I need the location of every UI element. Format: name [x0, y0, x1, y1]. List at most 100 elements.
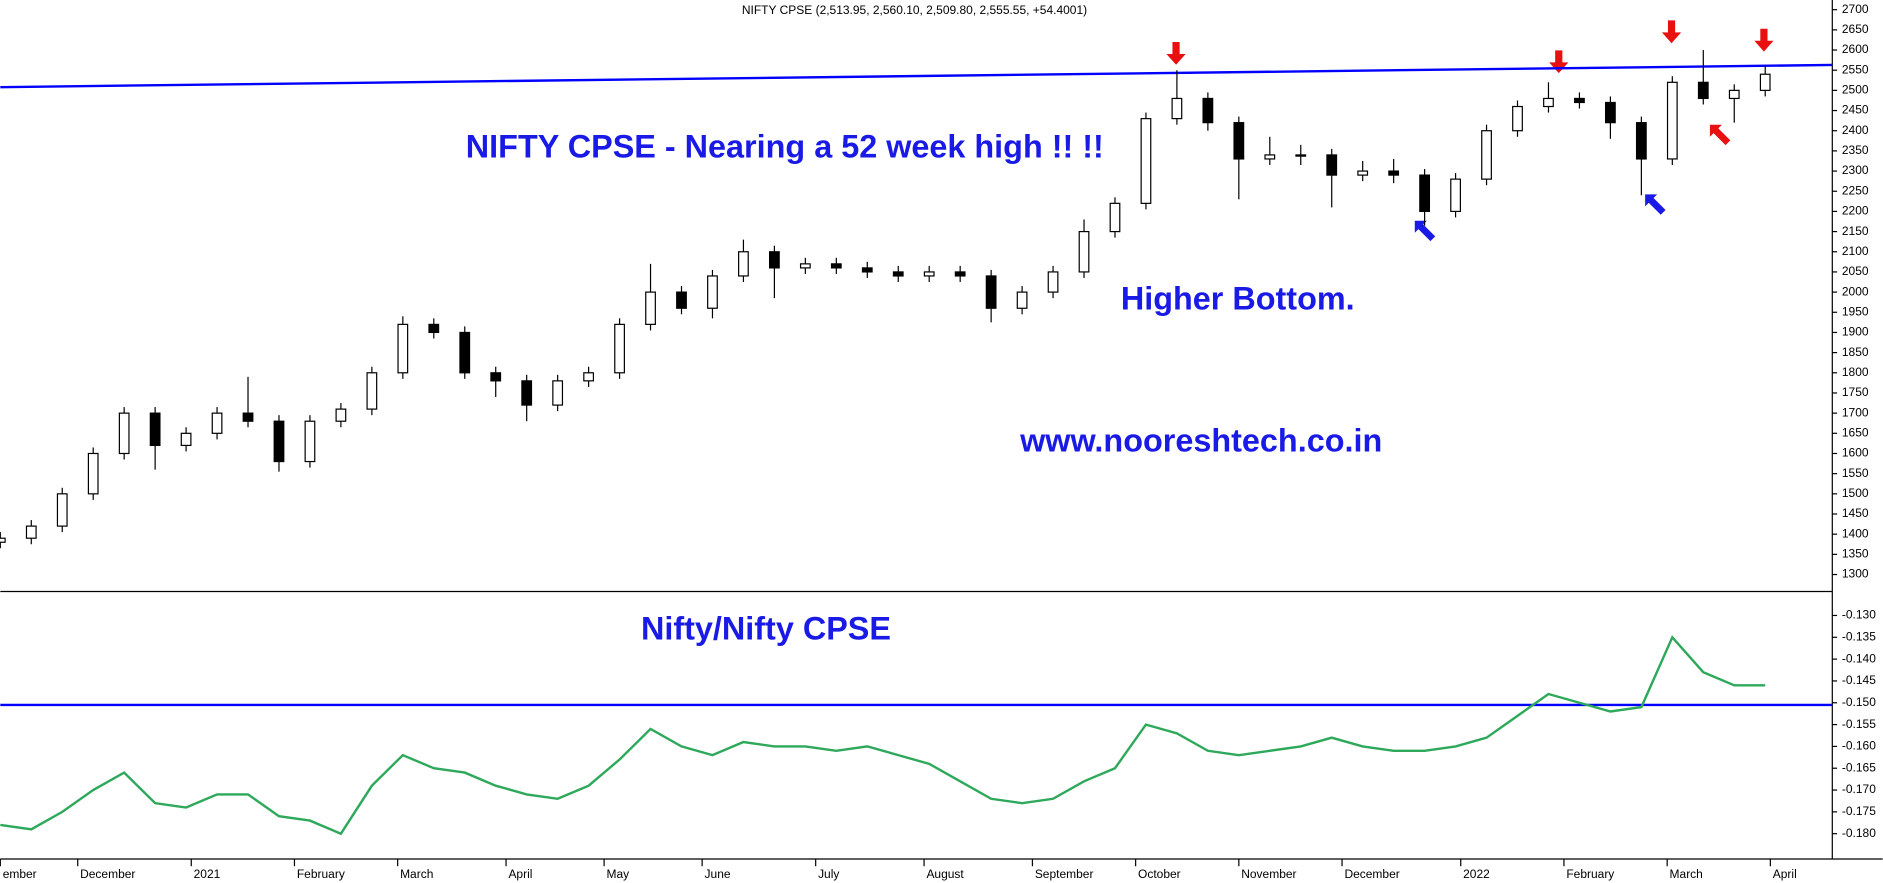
candle-body	[0, 537, 6, 543]
x-tick-label: July	[818, 867, 839, 881]
candle-body	[583, 372, 595, 382]
y-tick-label: 1950	[1842, 304, 1869, 318]
candle-body	[1326, 154, 1338, 176]
y-tick-label: -0.180	[1842, 826, 1876, 840]
y-tick-label: -0.165	[1842, 760, 1876, 774]
candle-body	[1388, 170, 1400, 176]
arrow	[1709, 124, 1731, 146]
candle-body	[1233, 122, 1245, 160]
arrow	[1414, 220, 1436, 242]
y-tick-label: 2500	[1842, 83, 1869, 97]
arrow	[1661, 20, 1682, 44]
y-tick-label: -0.170	[1842, 782, 1876, 796]
y-tick-label: 2700	[1842, 2, 1869, 16]
y-tick-label: 1750	[1842, 385, 1869, 399]
candle-body	[1728, 89, 1740, 100]
candle-body	[521, 380, 533, 406]
candle-body	[1604, 101, 1616, 124]
candle-body	[1481, 130, 1492, 180]
y-tick-label: 2250	[1842, 183, 1869, 197]
y-tick-label: 1800	[1842, 365, 1869, 379]
candle-body	[1697, 81, 1709, 100]
candle-body	[56, 493, 68, 527]
candle-body	[211, 412, 223, 434]
candle-body	[366, 372, 378, 410]
y-tick-label: 1350	[1842, 547, 1869, 561]
x-tick-label: December	[1344, 867, 1399, 881]
x-tick-label: April	[508, 867, 532, 881]
annotation: Nifty/Nifty CPSE	[641, 611, 891, 647]
candle-body	[738, 251, 749, 277]
candle-body	[1574, 97, 1585, 104]
y-tick-label: 1650	[1842, 425, 1869, 439]
candle-body	[923, 271, 935, 277]
y-tick-label: 1450	[1842, 506, 1869, 520]
candle-body	[273, 420, 285, 463]
candle-body	[428, 323, 440, 334]
candle-body	[1202, 97, 1214, 124]
y-tick-label: -0.130	[1842, 608, 1876, 622]
x-tick-label: February	[297, 867, 345, 881]
y-tick-label: 2350	[1842, 143, 1869, 157]
x-tick-label: April	[1773, 867, 1797, 881]
y-tick-label: 2600	[1842, 42, 1869, 56]
candle-body	[552, 380, 564, 406]
trend-line	[0, 63, 1833, 89]
chart-title: NIFTY CPSE (2,513.95, 2,560.10, 2,509.80…	[742, 3, 1087, 17]
x-tick-label: March	[400, 867, 433, 881]
candle-body	[830, 263, 842, 269]
x-tick-label: February	[1566, 867, 1614, 881]
candle-body	[768, 251, 780, 269]
y-tick-label: 1400	[1842, 526, 1869, 540]
candle-body	[242, 412, 254, 422]
x-tick-label: December	[80, 867, 135, 881]
candle-body	[1140, 118, 1152, 204]
y-tick-label: 1500	[1842, 486, 1869, 500]
candle-body	[1635, 122, 1647, 160]
arrow	[1166, 41, 1186, 65]
candle-body	[118, 412, 130, 455]
candle-body	[614, 323, 625, 374]
candle-body	[1666, 81, 1678, 160]
x-tick-label: 2022	[1463, 867, 1490, 881]
arrows	[1414, 194, 1666, 242]
candle-body	[1759, 73, 1771, 91]
candle-body	[1016, 291, 1028, 309]
y-tick-label: 2400	[1842, 123, 1869, 137]
candle-body	[892, 271, 904, 277]
y-tick-label: 2650	[1842, 22, 1869, 36]
x-tick-label: ember	[3, 867, 37, 881]
y-tick-label: 1550	[1842, 466, 1869, 480]
y-tick-label: 2200	[1842, 204, 1869, 218]
candle-body	[459, 331, 471, 374]
y-tick-label: 2100	[1842, 244, 1869, 258]
candle-body	[87, 452, 99, 495]
candle-body	[1295, 154, 1307, 157]
x-tick-label: June	[705, 867, 731, 881]
candle-body	[1419, 174, 1431, 213]
y-tick-label: -0.175	[1842, 804, 1876, 818]
candle-body	[1047, 271, 1059, 293]
candle-body	[645, 291, 656, 325]
annotation: NIFTY CPSE - Nearing a 52 week high !! !…	[466, 128, 1104, 164]
data-line	[0, 635, 1766, 836]
candle-body	[799, 263, 811, 269]
x-tick-label: May	[606, 867, 629, 881]
y-tick-label: 1600	[1842, 446, 1869, 460]
arrow	[1645, 194, 1666, 215]
candle-body	[954, 271, 966, 277]
candle-body	[180, 432, 192, 447]
y-tick-label: 2050	[1842, 264, 1869, 278]
candle-body	[1512, 105, 1523, 132]
y-tick-label: 2000	[1842, 284, 1869, 298]
candle-body	[1450, 178, 1461, 213]
y-tick-label: -0.160	[1842, 739, 1876, 753]
x-tick-label: September	[1035, 867, 1094, 881]
candle-body	[985, 275, 997, 309]
y-tick-label: -0.155	[1842, 717, 1876, 731]
y-tick-label: 1300	[1842, 567, 1869, 581]
x-tick-label: 2021	[194, 867, 221, 881]
y-tick-label: 2550	[1842, 62, 1869, 76]
x-tick-label: August	[926, 867, 964, 881]
